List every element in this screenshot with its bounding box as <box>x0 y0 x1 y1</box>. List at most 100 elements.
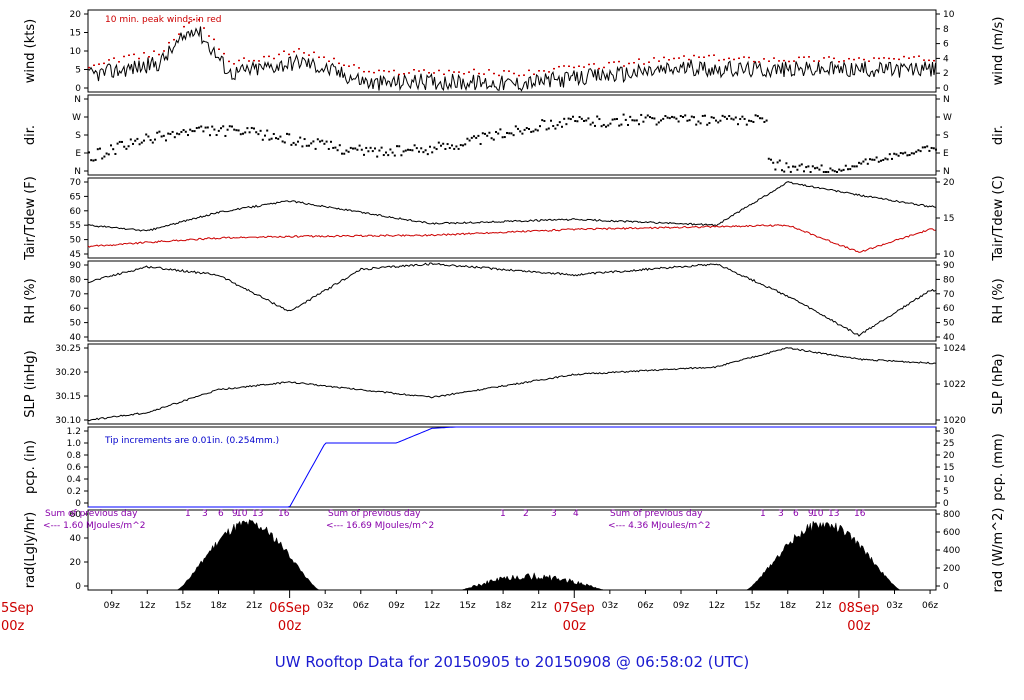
direction-point <box>96 148 99 151</box>
direction-point <box>893 152 896 155</box>
direction-point <box>842 168 845 171</box>
direction-point <box>90 159 93 162</box>
direction-point <box>609 122 612 125</box>
direction-point <box>360 148 363 151</box>
direction-point <box>499 128 502 131</box>
direction-point <box>514 125 517 128</box>
direction-point <box>501 136 504 139</box>
direction-point <box>242 132 244 135</box>
direction-point <box>664 115 667 118</box>
peak-wind-mark <box>148 56 150 58</box>
direction-point <box>688 119 691 122</box>
direction-point <box>325 140 328 143</box>
peak-wind-mark <box>428 72 430 74</box>
direction-point <box>585 119 588 122</box>
peak-wind-mark <box>433 72 435 74</box>
direction-point <box>820 164 823 167</box>
radiation-sum-value: <--- 1.60 MJoules/m^2 <box>43 521 145 531</box>
direction-point <box>162 134 165 137</box>
peak-wind-mark <box>363 70 365 73</box>
peak-wind-mark <box>378 69 380 72</box>
direction-point <box>114 152 117 155</box>
peak-wind-mark <box>583 66 585 68</box>
direction-point <box>682 115 684 118</box>
direction-point <box>420 147 423 150</box>
direction-point <box>679 115 682 118</box>
direction-point <box>497 132 500 135</box>
direction-point <box>809 171 812 173</box>
direction-point <box>882 158 885 161</box>
peak-wind-mark <box>233 63 235 65</box>
peak-wind-mark <box>928 59 930 62</box>
panel-frame <box>87 177 937 259</box>
direction-point <box>259 129 262 132</box>
direction-point <box>334 146 337 149</box>
direction-point <box>871 158 874 161</box>
direction-point <box>926 145 929 148</box>
direction-point <box>433 146 436 149</box>
direction-point <box>807 165 810 168</box>
peak-wind-mark <box>758 61 760 63</box>
y-axis-label-left: rad(Lgly/hr) <box>23 512 38 588</box>
direction-point <box>706 123 709 126</box>
y-axis-label-left: dir. <box>23 125 38 145</box>
direction-point <box>178 133 181 136</box>
direction-point <box>723 115 726 118</box>
direction-point <box>730 117 733 120</box>
direction-point <box>290 143 293 146</box>
peak-wind-mark <box>748 56 750 59</box>
peak-wind-mark <box>843 60 845 62</box>
peak-wind-mark <box>268 55 270 58</box>
direction-point <box>833 170 836 173</box>
direction-point <box>638 123 640 126</box>
peak-wind-mark <box>513 72 515 75</box>
direction-point <box>913 152 915 155</box>
y-tick-label-right: 800 <box>943 510 960 520</box>
direction-point <box>633 119 636 122</box>
direction-point <box>455 145 458 148</box>
direction-point <box>391 151 394 154</box>
direction-point <box>915 150 918 153</box>
peak-wind-mark <box>668 59 670 61</box>
peak-wind-mark <box>223 52 225 55</box>
direction-point <box>904 151 907 154</box>
direction-point <box>228 125 231 128</box>
direction-point <box>908 154 911 157</box>
air-temperature-line <box>87 181 936 232</box>
direction-point <box>906 154 909 157</box>
direction-point <box>404 149 407 152</box>
peak-wind-mark <box>658 60 660 62</box>
direction-point <box>154 138 156 141</box>
direction-point <box>761 117 764 120</box>
direction-point <box>675 117 678 120</box>
direction-point <box>457 147 460 150</box>
direction-point <box>129 138 132 141</box>
peak-wind-mark <box>243 57 245 59</box>
y-tick-label-right: W <box>943 113 952 123</box>
direction-point <box>341 152 343 155</box>
direction-point <box>101 157 104 160</box>
y-tick-label-left: N <box>74 167 81 177</box>
direction-point <box>121 140 123 143</box>
x-tick-label: 21z <box>246 601 262 611</box>
peak-wind-mark <box>348 65 350 67</box>
direction-point <box>539 125 541 128</box>
peak-wind-mark <box>88 66 90 69</box>
y-tick-label-left: E <box>75 149 81 159</box>
direction-point <box>151 141 154 144</box>
peak-wind-mark <box>593 63 595 65</box>
direction-point <box>437 141 440 144</box>
peak-wind-mark <box>423 69 425 71</box>
direction-point <box>382 154 385 157</box>
direction-point <box>279 135 282 138</box>
direction-point <box>345 149 348 152</box>
peak-wind-mark <box>168 41 170 44</box>
direction-point <box>266 129 269 132</box>
y-tick-label-left: 20 <box>70 10 82 20</box>
radiation-hour-mark: 16 <box>278 509 290 519</box>
direction-point <box>869 158 871 161</box>
y-tick-label-left: 60 <box>70 207 82 217</box>
direction-point <box>387 154 390 157</box>
direction-point <box>666 116 669 119</box>
peak-wind-mark <box>303 52 305 54</box>
